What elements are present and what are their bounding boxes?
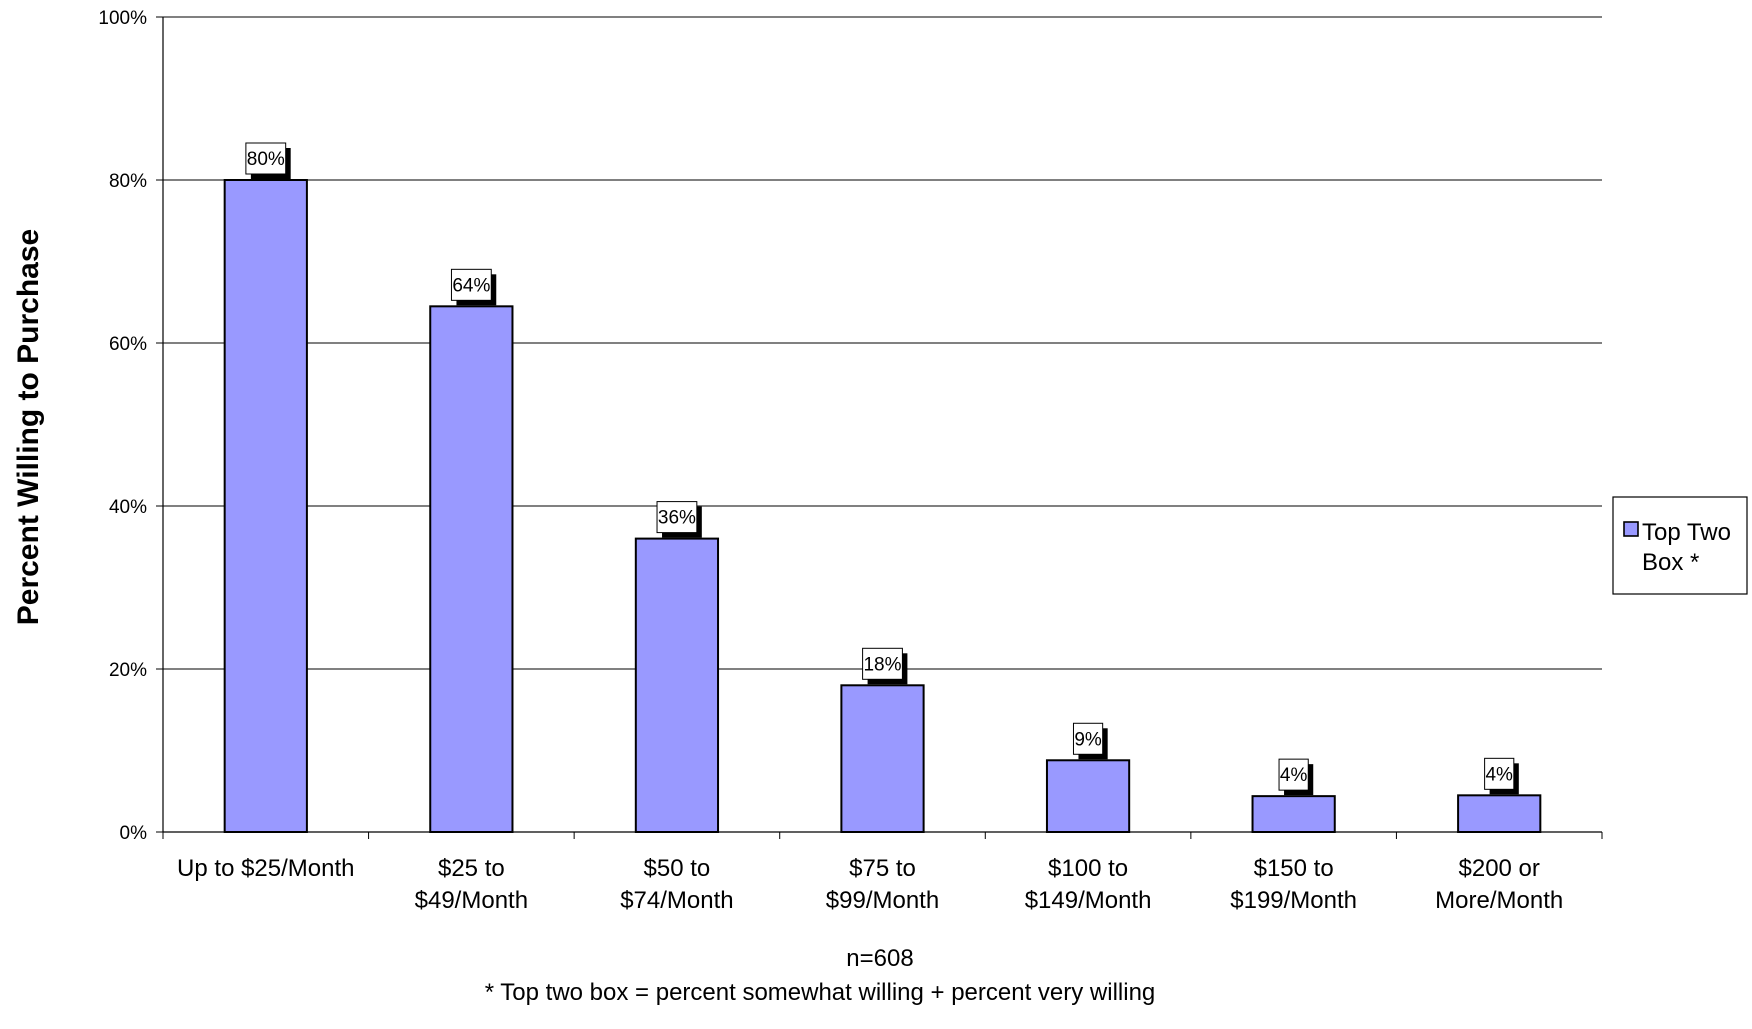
data-label: 4% bbox=[1485, 764, 1513, 785]
data-label: 9% bbox=[1074, 729, 1102, 750]
data-label: 80% bbox=[247, 149, 285, 170]
data-label-box bbox=[1072, 722, 1104, 755]
x-category-label: $49/Month bbox=[415, 887, 528, 914]
x-category-label: $25 to bbox=[438, 855, 505, 882]
y-tick-label: 100% bbox=[98, 8, 147, 29]
legend-entry-line-1: Top Two bbox=[1642, 519, 1731, 546]
data-label: 36% bbox=[658, 508, 696, 529]
data-label: 4% bbox=[1280, 765, 1308, 786]
data-label-box bbox=[245, 142, 287, 175]
data-label-box bbox=[1484, 757, 1515, 790]
x-category-label: $149/Month bbox=[1025, 887, 1152, 914]
y-tick-label: 0% bbox=[120, 823, 148, 844]
footnote: * Top two box = percent somewhat willing… bbox=[485, 979, 1156, 1006]
x-category-label: $199/Month bbox=[1230, 887, 1357, 914]
data-label: 64% bbox=[452, 275, 490, 296]
data-label: 18% bbox=[863, 654, 901, 675]
bar bbox=[429, 305, 514, 833]
legend-entry-line-2: Box * bbox=[1642, 549, 1699, 576]
axes: 0% 20% 40% 60% 80% 100% Up to $25/Month $25 to $… bbox=[98, 8, 1603, 914]
x-category-label: Up to $25/Month bbox=[177, 855, 354, 882]
x-category-label: $74/Month bbox=[620, 887, 733, 914]
bar bbox=[1045, 759, 1131, 834]
bar bbox=[223, 179, 308, 833]
data-label-box bbox=[862, 647, 903, 680]
x-category-label: $150 to bbox=[1254, 855, 1334, 882]
data-labels: 80% 64% 36% 18% 9% 4% 4% bbox=[245, 142, 1519, 796]
y-tick-label: 20% bbox=[109, 660, 147, 681]
x-category-label: $200 or bbox=[1459, 855, 1540, 882]
legend-swatch bbox=[1623, 521, 1639, 537]
data-label-box bbox=[450, 268, 492, 301]
gridlines bbox=[163, 16, 1602, 670]
x-category-label: More/Month bbox=[1435, 887, 1563, 914]
legend: Top Two Box * bbox=[1612, 496, 1748, 595]
data-label-box bbox=[656, 501, 698, 534]
bar bbox=[634, 537, 720, 833]
x-category-label: $75 to bbox=[849, 855, 916, 882]
x-category-label: $50 to bbox=[644, 855, 711, 882]
legend-box bbox=[1612, 496, 1748, 595]
sample-size-note: n=608 bbox=[846, 945, 913, 972]
bar bbox=[1457, 794, 1542, 834]
y-tick-label: 40% bbox=[109, 497, 147, 518]
bars bbox=[223, 179, 1542, 834]
y-tick-label: 60% bbox=[109, 334, 147, 355]
bar bbox=[840, 684, 925, 833]
bar bbox=[1251, 795, 1336, 834]
y-axis-title: Percent Willing to Purchase bbox=[12, 229, 45, 626]
data-label-box bbox=[1278, 758, 1309, 791]
x-category-label: $100 to bbox=[1048, 855, 1128, 882]
y-tick-label: 80% bbox=[109, 171, 147, 192]
x-category-label: $99/Month bbox=[826, 887, 939, 914]
